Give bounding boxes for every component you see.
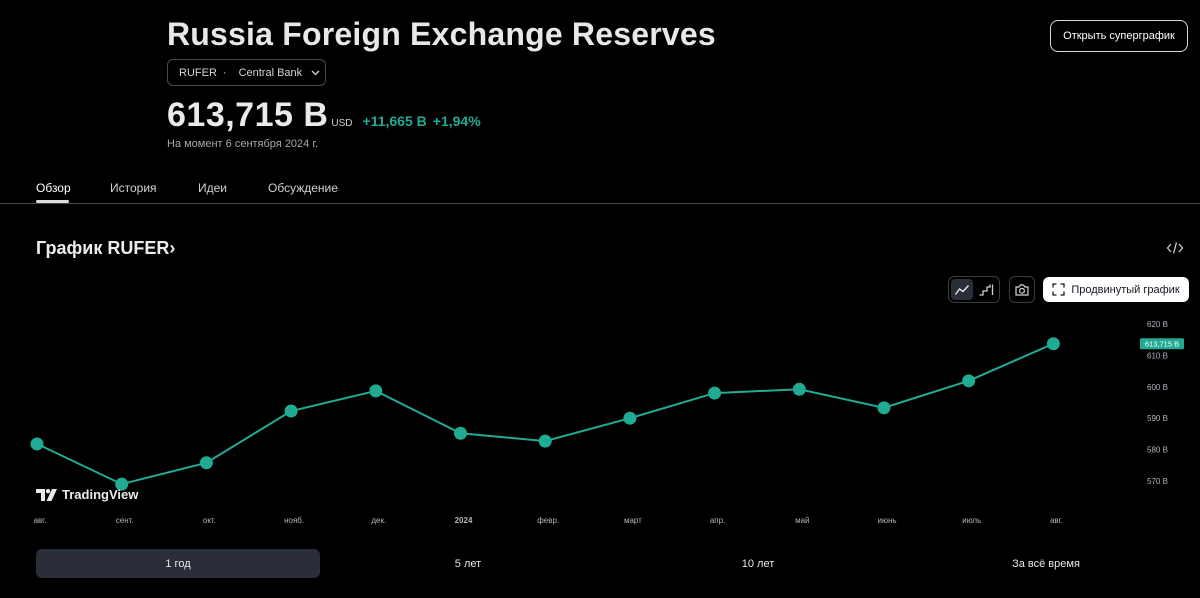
symbol-selector[interactable]: RUFER · Central Bank [167, 59, 326, 86]
data-point [623, 411, 637, 425]
tab-overview[interactable]: Обзор [36, 181, 71, 195]
x-tick-label: авг. [1050, 516, 1063, 525]
y-tick-label: 580 B [1147, 446, 1168, 455]
tab-discussion[interactable]: Обсуждение [268, 181, 338, 195]
value-change: +11,665 B [362, 113, 427, 129]
rufer-line-chart: 620 B 610 B 600 B 590 B 580 B 570 B 613,715 B а… [30, 320, 1184, 525]
y-tick-label: 600 B [1147, 383, 1168, 392]
chart-heading-text: График RUFER [36, 238, 170, 258]
y-tick-label: 610 B [1147, 351, 1168, 360]
chart-style-toggle [948, 276, 1000, 303]
symbol-source: Central Bank [238, 66, 303, 79]
series-line [36, 342, 1054, 486]
symbol-separator: · [222, 66, 227, 79]
range-10-years[interactable]: 10 лет [741, 557, 775, 570]
y-tick-label: 590 B [1147, 414, 1168, 423]
line-chart-icon[interactable] [951, 279, 973, 300]
x-tick-label: нояб. [284, 516, 304, 525]
x-tick-label: февр. [537, 516, 559, 525]
open-super-chart-button[interactable]: Открыть суперграфик [1050, 20, 1188, 52]
data-point [115, 477, 129, 491]
x-tick-label: авг. [34, 516, 47, 525]
symbol-ticker: RUFER [179, 66, 217, 79]
as-of-date: На момент 6 сентября 2024 г. [167, 138, 319, 150]
chevron-right-icon: › [169, 238, 176, 258]
chevron-down-icon [311, 68, 320, 78]
tab-bar: Обзор История Идеи Обсуждение [0, 178, 1200, 204]
data-point [962, 374, 976, 388]
tab-ideas[interactable]: Идеи [198, 181, 228, 195]
data-point [199, 456, 213, 470]
y-tick-label: 620 B [1147, 320, 1168, 329]
value-unit: USD [331, 118, 353, 129]
data-point [538, 434, 552, 448]
advanced-chart-button[interactable]: Продвинутый график [1043, 277, 1189, 302]
data-point [1046, 337, 1060, 351]
x-tick-label: окт. [203, 516, 216, 525]
data-point [877, 401, 891, 415]
value-change-percent: +1,94% [432, 113, 481, 129]
current-value: 613,715 B [167, 96, 329, 134]
data-point [708, 386, 722, 400]
range-5-years[interactable]: 5 лет [454, 557, 482, 570]
code-embed-icon[interactable] [1166, 240, 1184, 256]
x-tick-label: дек. [371, 516, 386, 525]
x-tick-label: март [624, 516, 642, 525]
last-value-badge [1140, 338, 1184, 350]
data-point [454, 426, 467, 440]
range-1-year[interactable]: 1 год [36, 549, 320, 578]
data-point [792, 382, 806, 396]
active-tab-indicator [36, 200, 69, 203]
x-tick-label: июль [962, 516, 981, 525]
advanced-chart-label: Продвинутый график [1071, 283, 1180, 296]
page-title: Russia Foreign Exchange Reserves [167, 16, 716, 52]
x-tick-label: сент. [116, 516, 134, 525]
tab-history[interactable]: История [110, 181, 157, 195]
tradingview-logo-text: TradingView [62, 487, 139, 502]
y-tick-label: 570 B [1147, 477, 1168, 486]
step-chart-icon[interactable] [975, 279, 997, 300]
chart-heading-link[interactable]: График RUFER› [36, 238, 175, 259]
tradingview-logo: TradingView [36, 487, 138, 502]
price-block: 613,715 B USD +11,665 B +1,94% [167, 96, 481, 136]
fullscreen-icon [1052, 283, 1066, 296]
x-tick-label: май [795, 516, 809, 525]
range-all-time[interactable]: За всё время [1012, 557, 1080, 570]
data-point [369, 384, 383, 398]
tradingview-logo-icon [36, 488, 57, 501]
x-tick-label: июнь [877, 516, 896, 525]
last-value-label: 613,715 B [1145, 340, 1179, 349]
data-point [30, 437, 44, 451]
range-selector: 1 год 5 лет 10 лет За всё время [36, 549, 1164, 578]
data-point [284, 404, 298, 418]
x-tick-label: апр. [710, 516, 725, 525]
x-tick-label: 2024 [455, 516, 473, 525]
camera-icon[interactable] [1009, 276, 1035, 303]
